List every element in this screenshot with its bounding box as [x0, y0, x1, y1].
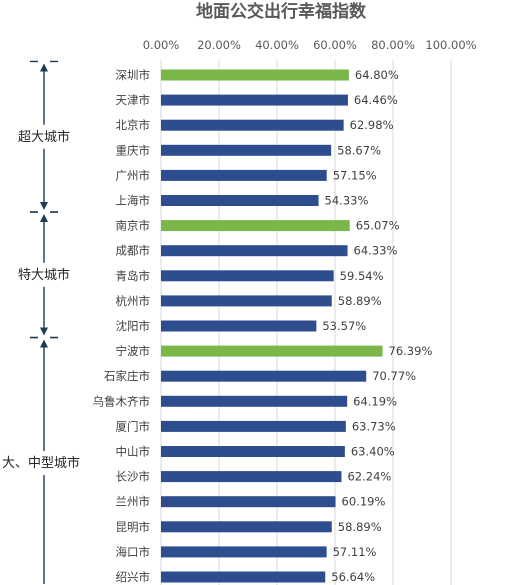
value-label: 76.39% — [389, 344, 433, 358]
category-label: 绍兴市 — [116, 570, 151, 584]
x-tick-label: 60.00% — [313, 38, 357, 52]
x-tick-label: 40.00% — [255, 38, 299, 52]
bar — [161, 295, 332, 307]
value-label: 63.40% — [351, 445, 395, 459]
bracket-arrow-head — [40, 339, 48, 348]
category-label: 昆明市 — [116, 520, 151, 534]
category-label: 重庆市 — [116, 143, 151, 157]
value-label: 57.11% — [333, 545, 377, 559]
value-label: 59.54% — [340, 269, 384, 283]
value-label: 64.80% — [355, 68, 399, 82]
value-label: 65.07% — [356, 219, 400, 233]
category-label: 海口市 — [116, 545, 151, 559]
value-label: 57.15% — [333, 168, 377, 182]
bar — [161, 571, 326, 583]
bar — [161, 395, 348, 407]
category-label: 杭州市 — [116, 294, 151, 308]
bracket-arrow-head — [40, 202, 48, 211]
value-label: 56.64% — [331, 570, 375, 584]
bar — [161, 195, 319, 206]
value-label: 64.33% — [354, 244, 398, 258]
bars: 深圳市 64.80% 天津市 64.46% 北京市 62.98% 重庆市 58.67% 广州市 5… — [93, 68, 433, 584]
category-label: 广州市 — [116, 168, 151, 182]
category-label: 兰州市 — [116, 495, 151, 509]
category-label: 天津市 — [116, 93, 151, 107]
category-label: 北京市 — [116, 118, 151, 132]
category-label: 青岛市 — [116, 269, 151, 283]
value-label: 70.77% — [372, 369, 416, 383]
value-label: 63.73% — [352, 419, 396, 433]
bar — [161, 220, 350, 232]
x-tick-label: 80.00% — [371, 38, 415, 52]
bar — [161, 446, 345, 457]
value-label: 62.24% — [347, 470, 391, 484]
bar — [161, 370, 367, 382]
x-tick-label: 20.00% — [197, 38, 241, 52]
bar — [161, 471, 342, 483]
value-label: 62.98% — [350, 118, 394, 132]
bar — [161, 245, 348, 257]
x-axis-ticks: 0.00% 20.00% 40.00% 60.00% 80.00% 100.00% — [143, 38, 477, 52]
bracket-arrow-head — [40, 327, 48, 336]
category-label: 成都市 — [116, 244, 151, 258]
group-label: 特大城市 — [18, 267, 70, 283]
category-label: 沈阳市 — [116, 319, 151, 333]
category-label: 石家庄市 — [104, 369, 150, 383]
bar — [161, 496, 336, 508]
value-label: 58.67% — [337, 143, 381, 157]
bar — [161, 169, 327, 181]
bar — [161, 345, 383, 357]
bar — [161, 94, 348, 106]
bar — [161, 320, 317, 332]
bar — [161, 521, 332, 533]
bar — [161, 144, 332, 156]
chart-title: 地面公交出行幸福指数 — [196, 1, 367, 22]
category-label: 厦门市 — [116, 419, 151, 433]
category-label: 乌鲁木齐市 — [93, 394, 151, 408]
category-label: 上海市 — [116, 194, 151, 208]
category-label: 南京市 — [116, 219, 151, 233]
bar — [161, 69, 349, 81]
group-label: 大、中型城市 — [2, 455, 80, 471]
bar — [161, 270, 334, 282]
value-label: 64.46% — [354, 93, 398, 107]
group-label: 超大城市 — [18, 129, 70, 145]
value-label: 60.19% — [342, 495, 386, 509]
bracket-arrow-head — [40, 214, 48, 223]
value-label: 58.89% — [338, 520, 382, 534]
category-label: 深圳市 — [116, 68, 151, 82]
category-label: 中山市 — [116, 445, 151, 459]
value-label: 58.89% — [338, 294, 382, 308]
value-label: 64.19% — [353, 394, 397, 408]
value-label: 54.33% — [325, 194, 369, 208]
category-label: 长沙市 — [116, 470, 151, 484]
x-tick-label: 0.00% — [143, 38, 180, 52]
bar — [161, 420, 346, 432]
x-tick-label: 100.00% — [425, 38, 476, 52]
bracket-arrow-head — [40, 63, 48, 72]
category-label: 宁波市 — [116, 344, 151, 358]
value-label: 53.57% — [322, 319, 366, 333]
bar — [161, 119, 344, 131]
bar — [161, 546, 327, 558]
